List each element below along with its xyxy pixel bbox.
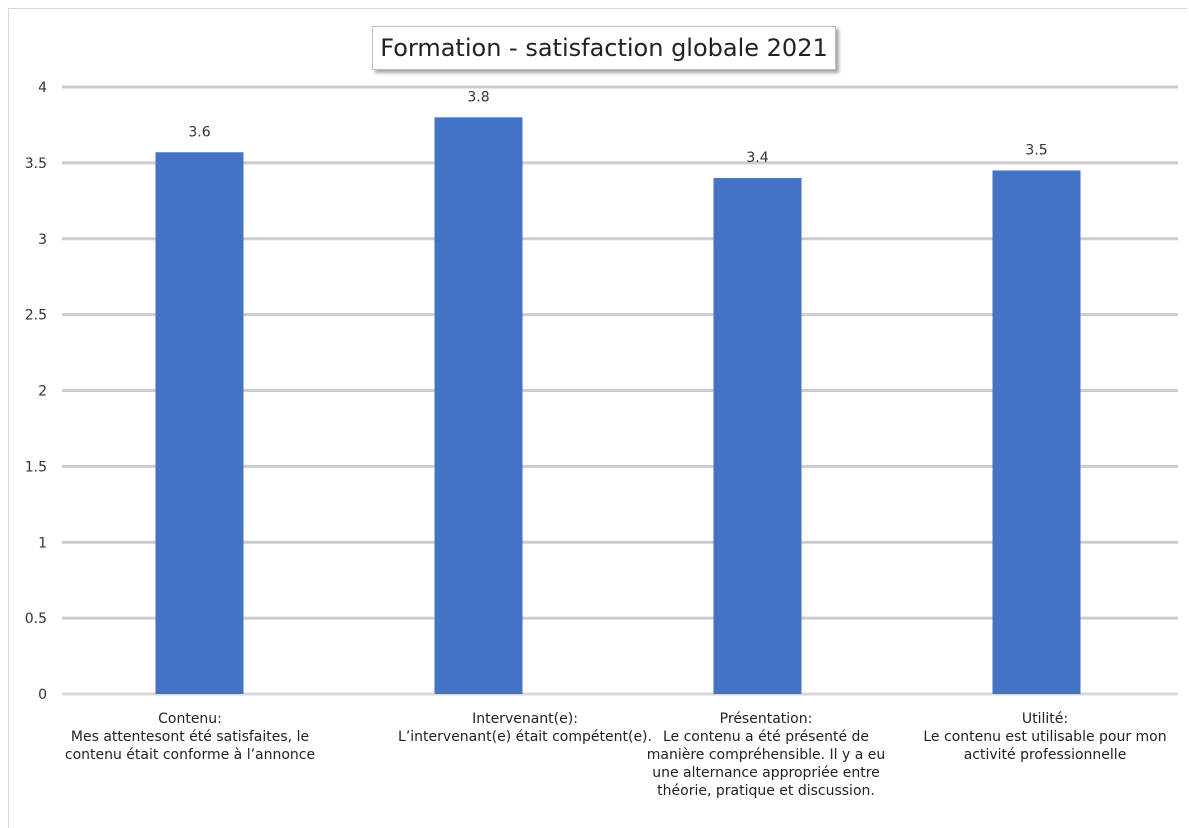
y-tick-label: 2.5 — [25, 308, 47, 324]
gridline — [62, 616, 1178, 620]
bar — [713, 178, 802, 695]
y-tick-label: 4 — [38, 80, 47, 96]
category-label-presentation: Présentation: Le contenu a été présenté … — [646, 711, 886, 799]
y-tick-label: 0.5 — [25, 611, 47, 627]
y-tick-label: 1 — [38, 535, 47, 551]
y-tick-label: 2 — [38, 384, 47, 400]
gridline — [62, 313, 1178, 317]
data-label: 3.8 — [467, 89, 489, 105]
gridline — [62, 237, 1178, 241]
y-tick-label: 3.5 — [25, 156, 47, 172]
chart-title: Formation - satisfaction globale 2021 — [380, 34, 828, 62]
category-label-contenu: Contenu: Mes attentesont été satisfaites… — [64, 711, 316, 763]
data-label: 3.4 — [746, 150, 768, 166]
bar — [992, 170, 1081, 694]
category-label-intervenant: Intervenant(e): L’intervenant(e) était c… — [398, 711, 652, 745]
data-label: 3.5 — [1025, 142, 1047, 158]
gridline — [62, 85, 1178, 89]
bar — [155, 152, 244, 694]
data-label: 3.6 — [188, 124, 210, 140]
gridline — [62, 161, 1178, 165]
chart-title-box: Formation - satisfaction globale 2021 — [372, 26, 836, 70]
gridline — [62, 464, 1178, 468]
y-tick-label: 3 — [38, 232, 47, 248]
category-label-utilite: Utilité: Le contenu est utilisable pour … — [923, 711, 1167, 763]
gridline — [62, 692, 1178, 696]
gridline — [62, 389, 1178, 392]
bar — [434, 117, 523, 695]
y-tick-label: 0 — [38, 687, 47, 703]
y-tick-label: 1.5 — [25, 459, 47, 475]
gridline — [62, 540, 1178, 544]
chart-frame — [8, 8, 1187, 828]
